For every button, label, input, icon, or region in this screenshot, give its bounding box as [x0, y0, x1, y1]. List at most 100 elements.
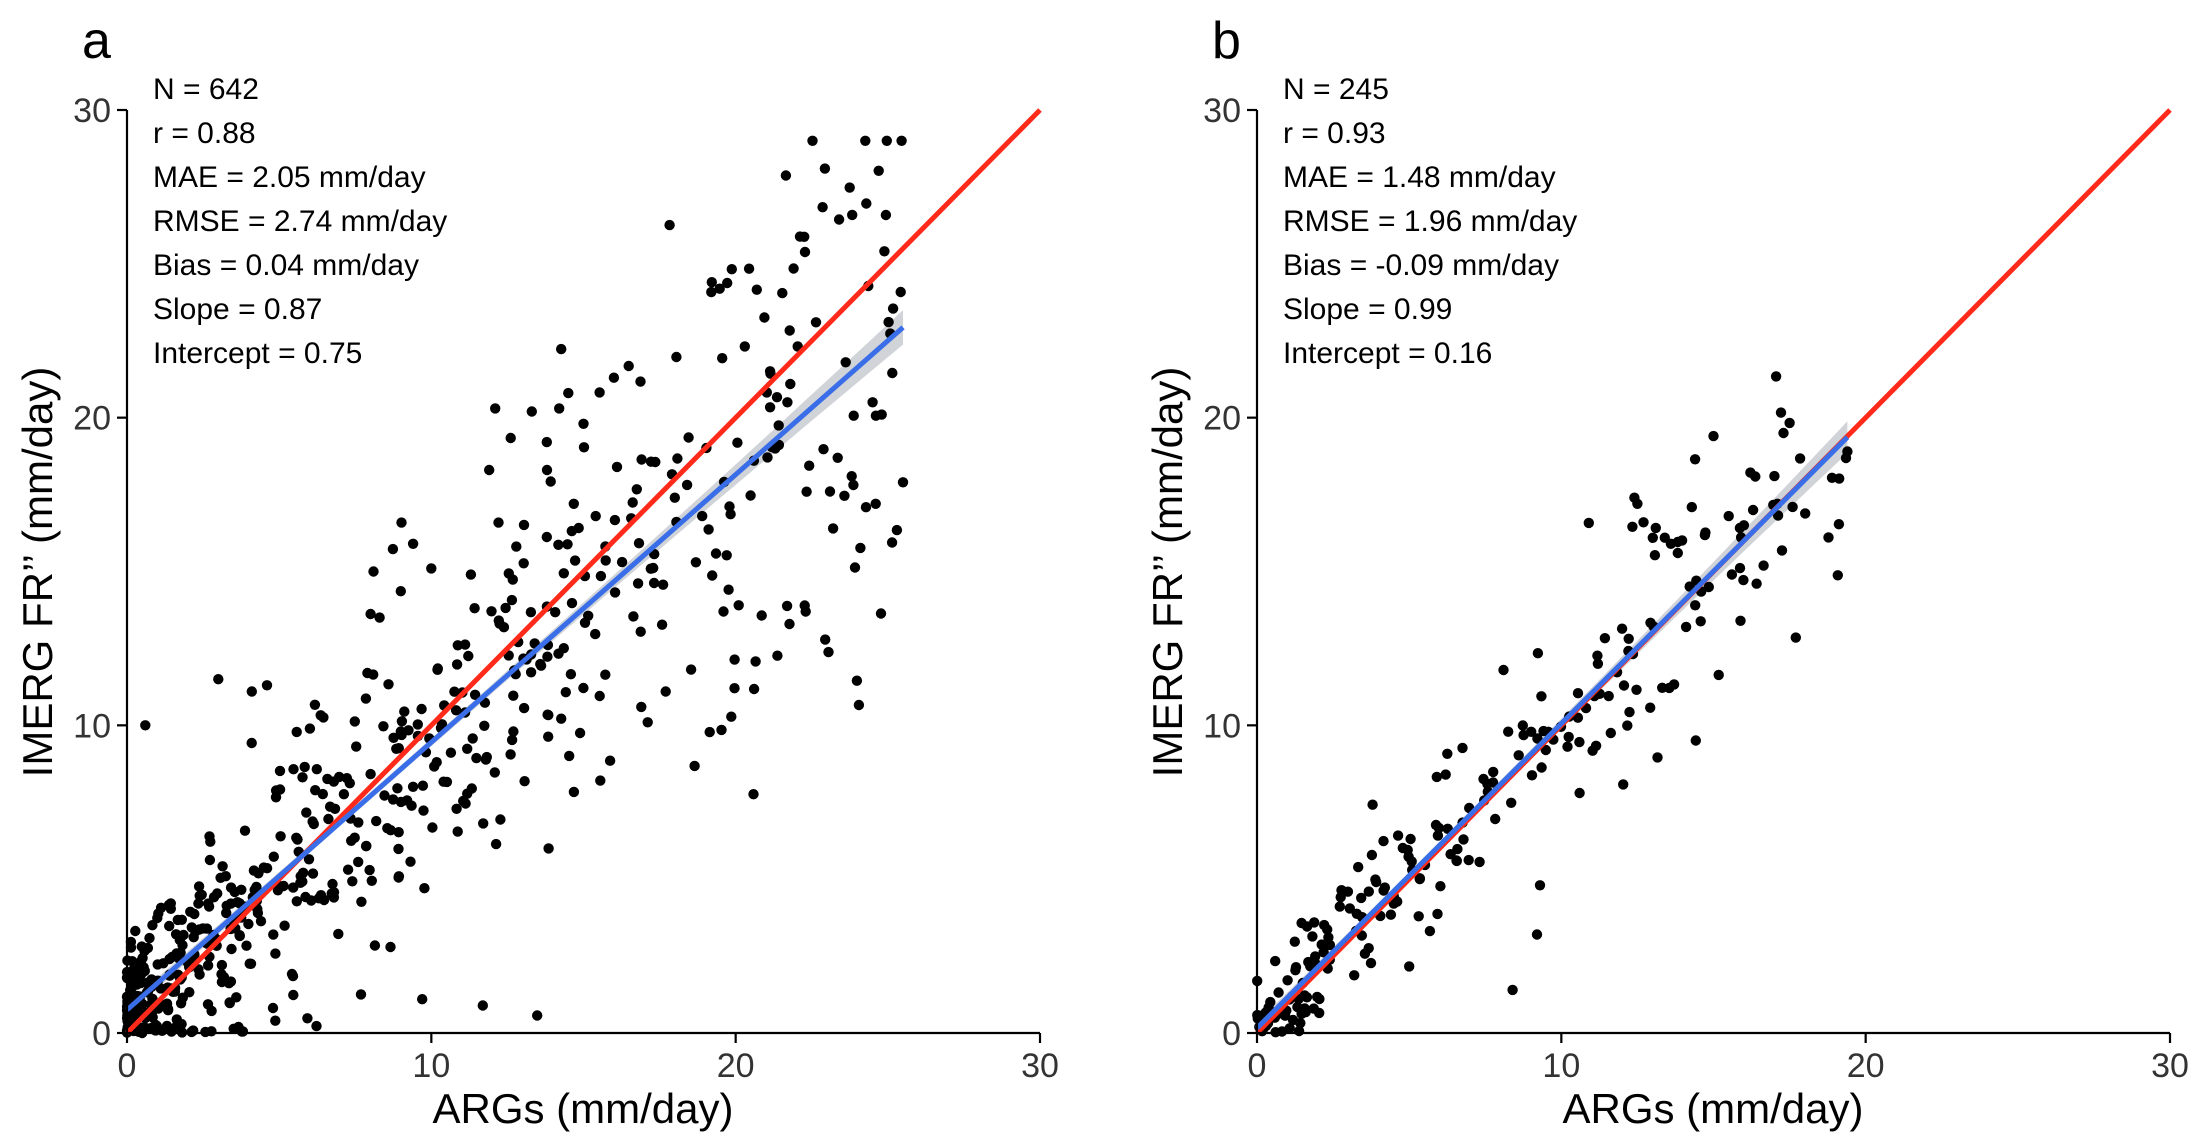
panel-a-data-point	[879, 246, 890, 257]
panel-b-data-point	[1431, 771, 1443, 783]
panel-a-data-point	[304, 723, 316, 734]
panel-a-data-point	[342, 864, 354, 875]
panel-a-data-point	[860, 502, 872, 513]
panel-b-data-point	[1592, 650, 1603, 661]
panel-b-y-tick-label: 20	[1203, 400, 1241, 438]
panel-b-data-point	[1572, 712, 1584, 723]
panel-a-data-point	[152, 959, 163, 970]
panel-a-data-point	[466, 783, 477, 794]
panel-b-data-point	[1316, 939, 1327, 950]
panel-a-data-point	[318, 712, 329, 723]
panel-b-data-point	[1713, 669, 1724, 681]
panel-a-data-point	[726, 264, 737, 275]
panel-b-data-point	[1287, 1014, 1299, 1026]
panel-b-data-point	[1734, 562, 1746, 574]
panel-a-data-point	[554, 403, 565, 414]
panel-a-data-point	[777, 287, 788, 299]
panel-a-data-point	[274, 784, 286, 795]
panel-a-data-point	[722, 277, 733, 289]
panel-a-data-point	[748, 789, 759, 800]
panel-a-data-point	[353, 856, 364, 868]
panel-a-data-point	[356, 896, 367, 907]
panel-a-data-point	[393, 843, 404, 855]
panel-a-data-point	[875, 608, 887, 619]
panel-a-data-point	[697, 510, 708, 522]
panel-a-data-point	[847, 209, 858, 221]
panel-a-data-point	[213, 674, 224, 685]
panel-b-data-point	[1319, 919, 1330, 931]
panel-b-data-point	[1517, 720, 1529, 731]
panel-b-data-point	[1624, 706, 1635, 718]
panel-a-data-point	[371, 815, 382, 827]
panel-a-data-point	[403, 725, 414, 736]
panel-a-data-point	[721, 550, 732, 561]
panel-a-data-point	[261, 680, 273, 691]
panel-a-data-point	[729, 654, 740, 665]
panel-a-data-point	[484, 464, 495, 476]
panel-a-data-point	[851, 675, 863, 686]
panel-a-data-point	[616, 556, 628, 568]
panel-a-data-point	[395, 586, 406, 597]
panel-a-data-point	[452, 826, 463, 837]
panel-a-data-point	[635, 626, 646, 637]
panel-b-data-point	[1616, 623, 1628, 634]
panel-a-data-point	[360, 693, 372, 704]
panel-a-data-point	[541, 531, 552, 543]
panel-b-data-point	[1405, 833, 1416, 845]
panel-a-data-point	[703, 524, 714, 535]
panel-b-stat-bias: Bias = -0.09 mm/day	[1283, 249, 1559, 282]
panel-a-data-point	[490, 838, 502, 850]
panel-a-data-point	[477, 1000, 488, 1011]
panel-a-data-point	[609, 514, 621, 526]
panel-a-data-point	[202, 960, 214, 971]
panel-a-data-point	[861, 198, 872, 209]
panel-b-data-point	[1413, 911, 1424, 922]
panel-a-data-point	[498, 622, 510, 633]
panel-a-data-point	[144, 932, 155, 944]
panel-b-data-point	[1832, 570, 1844, 581]
panel-b-data-point	[1823, 532, 1834, 543]
panel-a-data-point	[204, 831, 215, 842]
panel-a-data-point	[718, 606, 729, 617]
panel-a-data-point	[135, 956, 147, 967]
panel-b-data-point	[1432, 908, 1443, 920]
panel-a-data-point	[349, 832, 360, 843]
panel-b-data-point	[1526, 770, 1538, 781]
panel-a-data-point	[217, 861, 228, 872]
panel-b-data-point	[1776, 545, 1788, 556]
panel-b-data-point	[1488, 766, 1499, 778]
panel-b-data-point	[1775, 407, 1787, 418]
panel-b-data-point	[1689, 454, 1701, 465]
panel-a-data-point	[685, 664, 697, 675]
panel-b-data-point	[1282, 975, 1293, 986]
panel-a-data-point	[568, 786, 580, 798]
panel-a-data-point	[155, 902, 167, 913]
panel-a-data-point	[393, 827, 404, 838]
panel-a-data-point	[799, 600, 810, 611]
panel-b-data-point	[1280, 1010, 1291, 1021]
panel-a-data-point	[299, 761, 310, 773]
panel-b-data-point	[1574, 736, 1585, 748]
panel-a-data-point	[270, 792, 282, 803]
panel-a-data-point	[126, 991, 137, 1003]
panel-a-data-point	[820, 634, 831, 645]
panel-a-data-point	[724, 501, 735, 512]
panel-a-data-point	[241, 940, 252, 951]
panel-b-x-axis-title: ARGs (mm/day)	[1562, 1085, 1863, 1132]
panel-a-data-point	[338, 789, 350, 800]
panel-b-data-point	[1800, 508, 1811, 519]
panel-a-data-point	[886, 537, 898, 548]
panel-a-data-point	[706, 286, 717, 298]
panel-a-data-point	[656, 619, 668, 630]
panel-a-data-point	[896, 135, 907, 146]
panel-a-data-point	[844, 182, 855, 193]
panel-b-y-tick-label: 10	[1203, 707, 1241, 745]
panel-a-data-point	[590, 510, 601, 522]
panel-a-data-point	[431, 757, 442, 768]
panel-a-data-point	[327, 878, 338, 890]
panel-a-data-point	[558, 568, 569, 579]
panel-a-data-point	[632, 578, 644, 589]
panel-a-data-point	[297, 772, 308, 783]
panel-b-data-point	[1414, 873, 1426, 885]
panel-b-data-point	[1833, 519, 1845, 530]
